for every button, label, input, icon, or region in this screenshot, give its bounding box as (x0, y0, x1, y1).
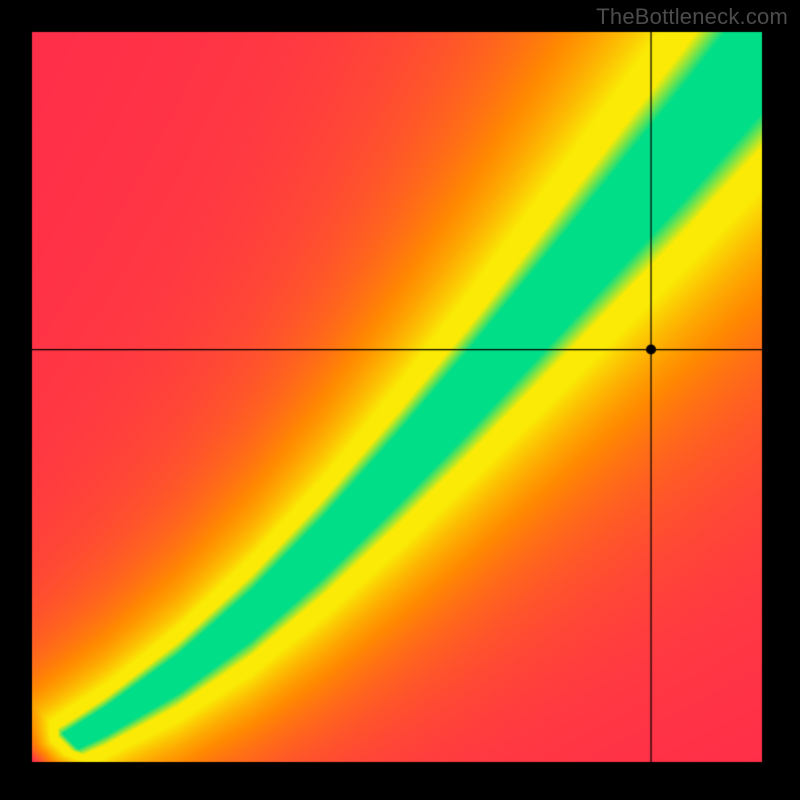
watermark-text: TheBottleneck.com (596, 4, 788, 30)
bottleneck-heatmap (0, 0, 800, 800)
